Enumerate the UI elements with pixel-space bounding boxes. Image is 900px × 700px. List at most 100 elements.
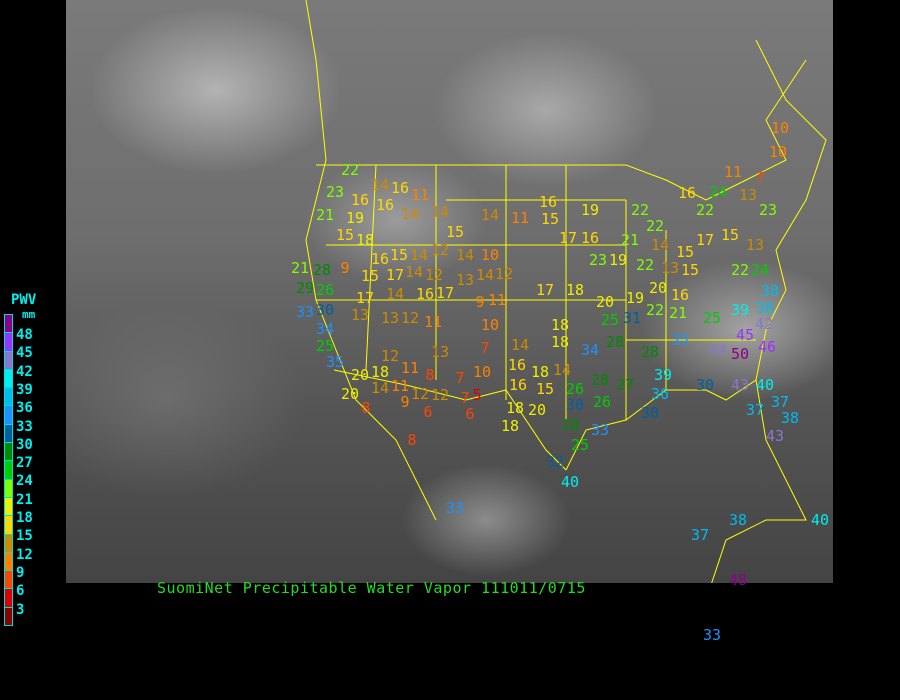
station-pwv-value: 22 [731, 260, 750, 279]
station-pwv-value: 17 [356, 288, 375, 307]
station-pwv-value: 18 [501, 416, 520, 435]
legend-label: 27 [16, 455, 33, 472]
satellite-map [66, 0, 833, 583]
station-pwv-value: 18 [566, 280, 585, 299]
legend-label: 6 [16, 583, 25, 600]
station-pwv-value: 23 [759, 200, 778, 219]
station-pwv-value: 37 [691, 525, 710, 544]
us-mexico-border [333, 369, 567, 471]
station-pwv-value: 17 [559, 228, 578, 247]
station-pwv-value: 12 [381, 346, 400, 365]
station-pwv-value: 24 [709, 182, 728, 201]
legend-swatch [4, 551, 13, 572]
station-pwv-value: 33 [591, 420, 610, 439]
station-pwv-value: 14 [553, 360, 572, 379]
station-pwv-value: 19 [346, 208, 365, 227]
station-pwv-value: 12 [425, 265, 444, 284]
station-pwv-value: 17 [386, 265, 405, 284]
legend-title: PWV [11, 292, 37, 308]
station-pwv-value: 20 [649, 278, 668, 297]
station-pwv-value: 13 [456, 270, 475, 289]
station-pwv-value: 16 [416, 284, 435, 303]
station-pwv-value: 16 [376, 195, 395, 214]
station-pwv-value: 37 [771, 392, 790, 411]
station-pwv-value: 14 [410, 245, 429, 264]
station-pwv-value: 30 [316, 300, 335, 319]
station-pwv-value: 37 [746, 400, 765, 419]
legend-label: 48 [16, 327, 33, 343]
station-pwv-value: 11 [401, 358, 420, 377]
state-borders [305, 0, 827, 583]
state-line [365, 164, 377, 371]
legend-swatch [4, 588, 13, 608]
station-pwv-value: 11 [511, 208, 530, 227]
station-pwv-value: 16 [678, 183, 697, 202]
station-pwv-value: 20 [341, 384, 360, 403]
legend-unit: mm [22, 308, 36, 321]
station-pwv-value: 9 [475, 292, 485, 311]
station-pwv-value: 14 [431, 202, 450, 221]
station-pwv-value: 15 [361, 266, 380, 285]
station-pwv-value: 26 [566, 379, 585, 398]
station-pwv-value: 40 [561, 472, 580, 491]
us-canada-border [316, 59, 807, 201]
legend-label: 21 [16, 491, 33, 508]
station-pwv-value: 48 [729, 570, 748, 589]
station-pwv-value: 19 [581, 200, 600, 219]
east-coast [755, 39, 827, 381]
station-pwv-value: 30 [641, 403, 660, 422]
station-pwv-value: 20 [596, 292, 615, 311]
station-pwv-value: 13 [661, 258, 680, 277]
station-pwv-value: 28 [313, 260, 332, 279]
station-pwv-value: 22 [631, 200, 650, 219]
station-pwv-value: 16 [581, 228, 600, 247]
station-pwv-value: 11 [488, 290, 507, 309]
station-pwv-value: 34 [581, 340, 600, 359]
station-pwv-value: 50 [731, 344, 750, 363]
station-pwv-value: 39 [654, 365, 673, 384]
station-pwv-value: 16 [509, 375, 528, 394]
station-pwv-value: 19 [626, 288, 645, 307]
station-pwv-value: 39 [731, 300, 750, 319]
station-pwv-value: 10 [771, 118, 790, 137]
legend-label: 45 [16, 345, 33, 362]
station-pwv-value: 21 [316, 205, 335, 224]
legend-label: 15 [16, 528, 33, 545]
legend-label: 42 [16, 363, 33, 380]
legend-swatch [4, 350, 13, 370]
station-pwv-value: 16 [351, 190, 370, 209]
station-pwv-value: 23 [326, 182, 345, 201]
station-pwv-value: 25 [703, 308, 722, 327]
station-pwv-value: 20 [528, 400, 547, 419]
station-pwv-value: 38 [761, 281, 780, 300]
station-pwv-value: 11 [424, 312, 443, 331]
station-pwv-value: 11 [724, 162, 743, 181]
legend-label: 18 [16, 510, 33, 526]
station-pwv-value: 14 [401, 204, 420, 223]
station-pwv-value: 15 [681, 260, 700, 279]
station-pwv-value: 42 [755, 314, 774, 333]
station-pwv-value: 14 [651, 235, 670, 254]
legend-label: 12 [16, 546, 33, 563]
station-pwv-value: 14 [456, 245, 475, 264]
station-pwv-value: 30 [566, 395, 585, 414]
legend-swatch [4, 368, 13, 389]
legend-label: 30 [16, 436, 33, 453]
map-title: SuomiNet Precipitable Water Vapor 111011… [157, 579, 586, 597]
station-pwv-value: 22 [636, 255, 655, 274]
legend-swatch [4, 423, 13, 444]
pwv-color-scale [4, 314, 13, 627]
station-pwv-value: 45 [736, 325, 755, 344]
station-pwv-value: 38 [756, 298, 775, 317]
station-pwv-value: 16 [508, 355, 527, 374]
station-pwv-value: 35 [326, 352, 345, 371]
station-pwv-value: 10 [481, 245, 500, 264]
station-pwv-value: 21 [669, 303, 688, 322]
station-pwv-value: 16 [539, 192, 558, 211]
station-pwv-value: 15 [541, 209, 560, 228]
station-pwv-value: 12 [495, 264, 514, 283]
legend-swatch [4, 606, 13, 627]
station-pwv-value: 13 [739, 185, 758, 204]
station-pwv-value: 15 [676, 242, 695, 261]
